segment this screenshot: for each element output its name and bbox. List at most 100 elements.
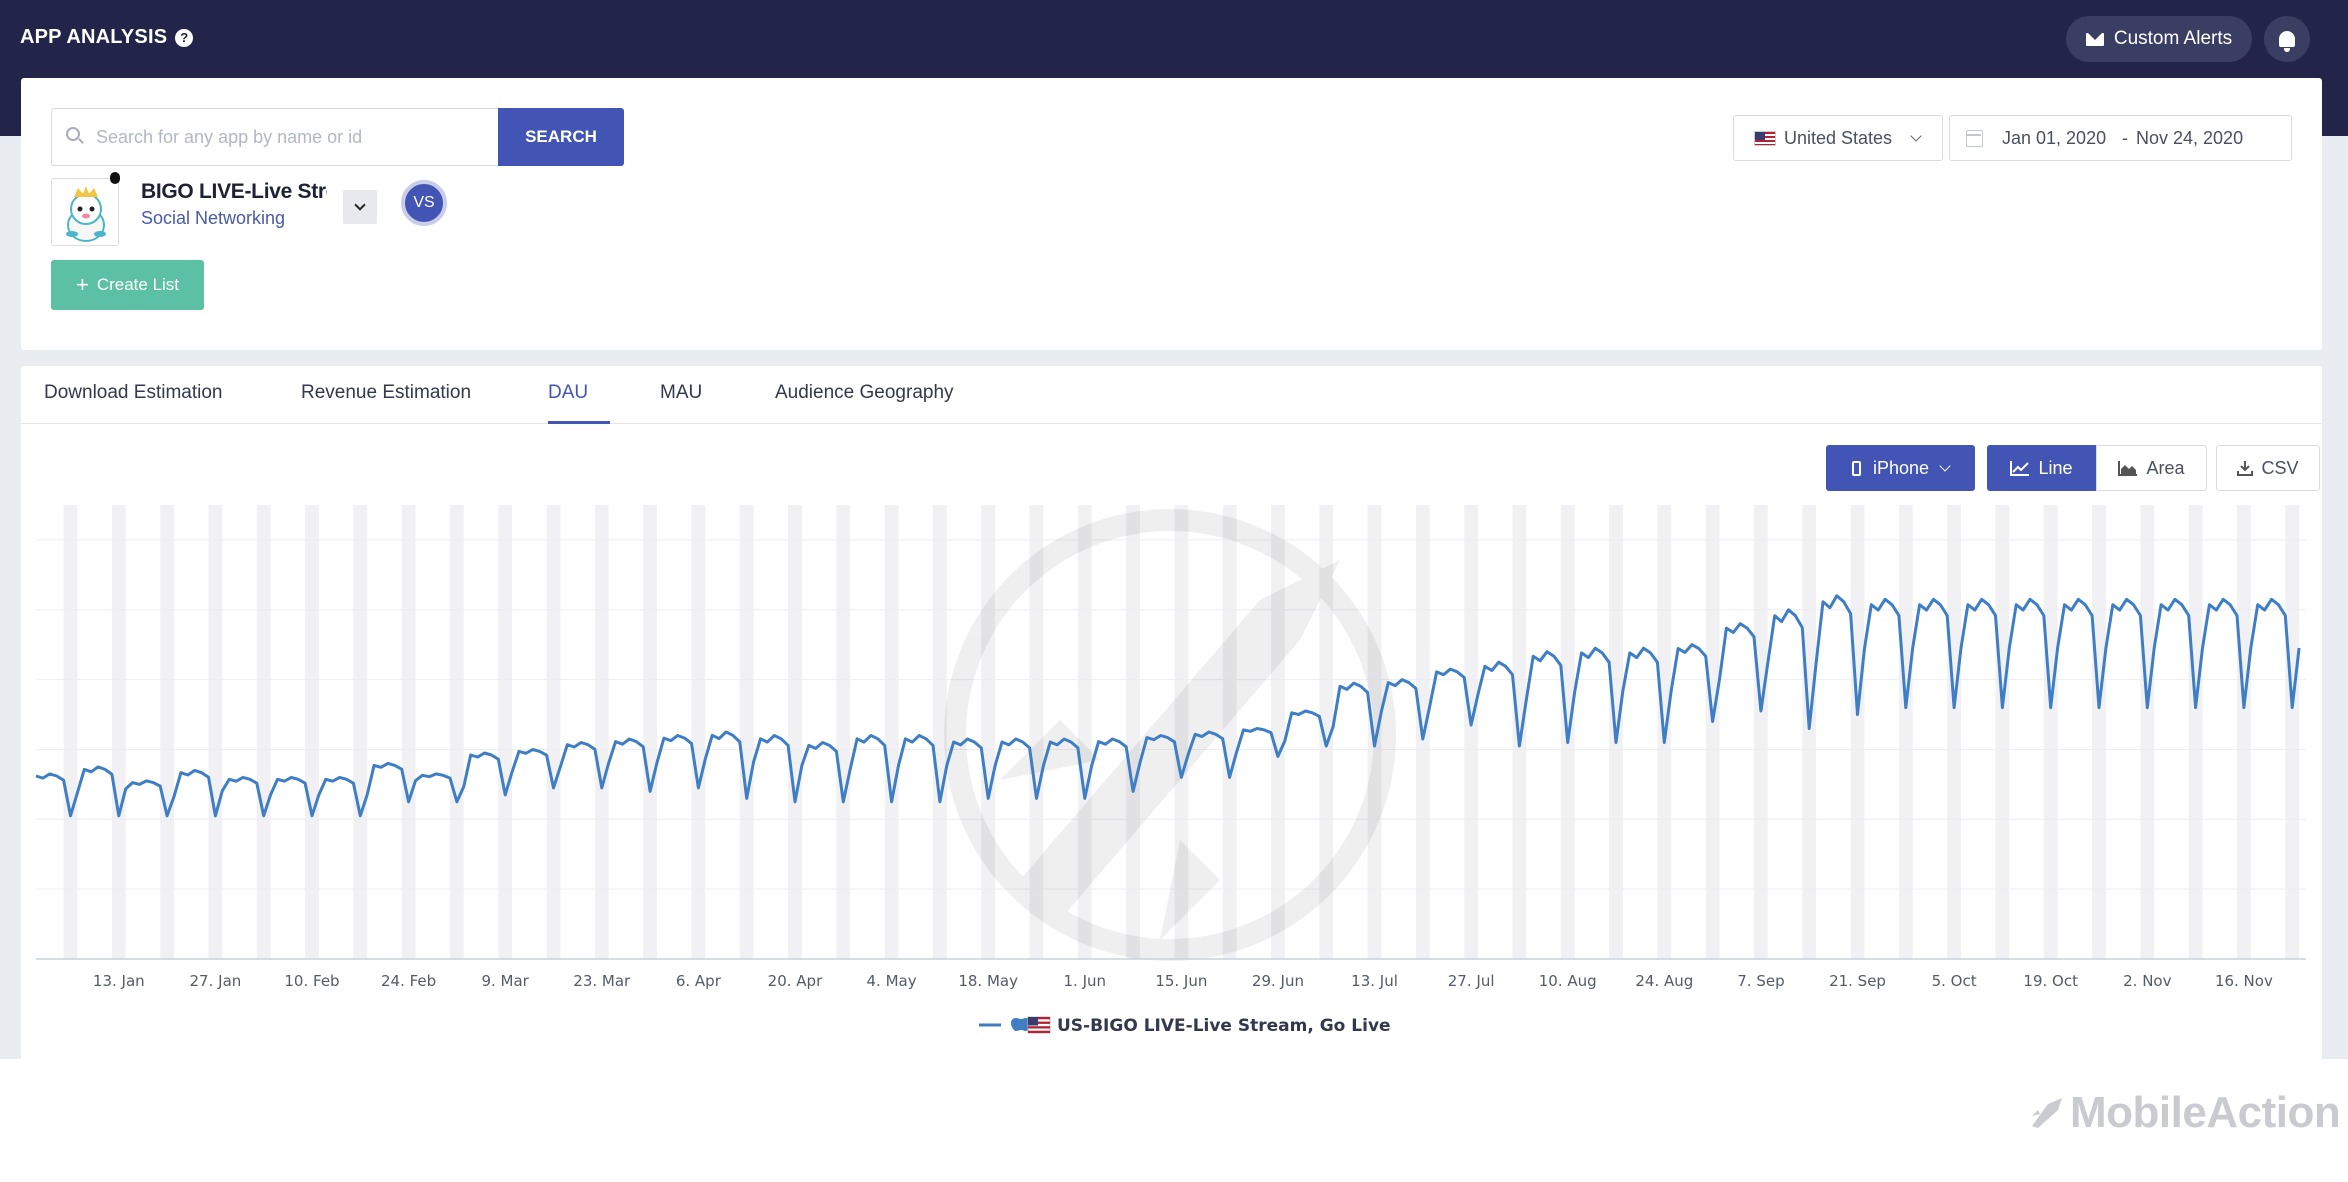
- weekend-band: [836, 505, 851, 959]
- tab-download-estimation[interactable]: Download Estimation: [44, 382, 223, 403]
- line-label: Line: [2038, 457, 2073, 478]
- weekend-band: [449, 505, 464, 959]
- x-tick-label: 19. Oct: [2023, 972, 2078, 990]
- plus-icon: +: [75, 272, 89, 297]
- weekend-band: [1367, 505, 1382, 959]
- brand-text: MobileAction: [2070, 1088, 2341, 1137]
- tab-dau[interactable]: DAU: [548, 382, 610, 424]
- date-end: Nov 24, 2020: [2136, 128, 2244, 148]
- weekend-band: [594, 505, 609, 959]
- app-selector-card: SEARCH BIGO LIVE-Live Stream, Go Live So…: [21, 78, 2322, 350]
- weekend-band: [1077, 505, 1092, 959]
- calendar-icon: [1966, 130, 1983, 147]
- x-tick-label: 7. Sep: [1737, 972, 1784, 990]
- custom-alerts-label: Custom Alerts: [2113, 28, 2233, 49]
- mobileaction-logo: MobileAction: [2028, 1088, 2341, 1138]
- weekend-band: [1319, 505, 1334, 959]
- chart-legend: US-BIGO LIVE-Live Stream, Go Live: [979, 1016, 1391, 1036]
- app-dropdown-button[interactable]: [343, 190, 377, 224]
- country-select[interactable]: United States: [1733, 115, 1943, 161]
- tab-revenue-estimation[interactable]: Revenue Estimation: [301, 382, 472, 403]
- legend-label: US-BIGO LIVE-Live Stream, Go Live: [1057, 1016, 1391, 1036]
- x-tick-label: 21. Sep: [1829, 972, 1886, 990]
- x-tick-label: 23. Mar: [573, 972, 631, 990]
- search-button[interactable]: SEARCH: [498, 108, 624, 166]
- watermark-logo: [944, 509, 1396, 961]
- notifications-button[interactable]: [2264, 16, 2310, 62]
- page-title-text: APP ANALYSIS: [20, 26, 168, 48]
- x-tick-label: 20. Apr: [768, 972, 823, 990]
- download-icon: [2237, 461, 2254, 476]
- x-tick-label: 6. Apr: [676, 972, 722, 990]
- weekend-band: [1850, 505, 1865, 959]
- weekend-band: [884, 505, 899, 959]
- custom-alerts-button[interactable]: Custom Alerts: [2066, 16, 2252, 62]
- x-tick-label: 13. Jul: [1351, 972, 1398, 990]
- weekend-bands: [63, 505, 2300, 959]
- weekend-band: [1898, 505, 1913, 959]
- apple-icon: [110, 172, 120, 184]
- apple-icon: [1011, 1018, 1031, 1031]
- x-tick-label: 18. May: [958, 972, 1018, 990]
- page-title: APP ANALYSIS ?: [20, 26, 194, 49]
- create-list-button[interactable]: + Create List: [51, 260, 204, 310]
- weekend-band: [1705, 505, 1720, 959]
- app-name: BIGO LIVE-Live Stream, Go Live: [141, 180, 327, 203]
- date-range-picker[interactable]: Jan 01, 2020 - Nov 24, 2020: [1949, 115, 2292, 161]
- weekend-band: [498, 505, 513, 959]
- phone-icon: [1851, 460, 1861, 476]
- x-tick-label: 15. Jun: [1155, 972, 1207, 990]
- weekend-band: [739, 505, 754, 959]
- x-tick-label: 16. Nov: [2215, 972, 2273, 990]
- line-chart-toggle[interactable]: Line: [1987, 445, 2096, 491]
- area-chart-icon: [2118, 461, 2138, 476]
- x-tick-label: 9. Mar: [481, 972, 529, 990]
- tab-audience-geography[interactable]: Audience Geography: [775, 382, 954, 403]
- csv-export-button[interactable]: CSV: [2216, 445, 2320, 491]
- weekend-band: [63, 505, 78, 959]
- date-start: Jan 01, 2020: [2002, 128, 2107, 148]
- question-circle-icon[interactable]: ?: [175, 28, 194, 47]
- weekend-band: [788, 505, 802, 959]
- weekend-band: [160, 505, 174, 959]
- weekend-band: [981, 505, 996, 959]
- weekend-band: [1947, 505, 1962, 959]
- x-tick-label: 24. Feb: [381, 972, 436, 990]
- weekend-band: [305, 505, 319, 959]
- weekend-band: [208, 505, 223, 959]
- weekend-band: [1464, 505, 1479, 959]
- weekend-band: [1222, 505, 1237, 959]
- x-tick-label: 10. Feb: [284, 972, 339, 990]
- rocket-icon: [2032, 1098, 2062, 1128]
- tab-mau[interactable]: MAU: [660, 382, 703, 403]
- weekend-band: [111, 505, 126, 959]
- app-category: Social Networking: [141, 208, 286, 228]
- weekend-band: [1174, 505, 1189, 959]
- envelope-icon: [2085, 32, 2104, 46]
- weekend-band: [1271, 505, 1285, 959]
- x-tick-label: 27. Jul: [1448, 972, 1495, 990]
- date-separator: -: [2122, 128, 2128, 148]
- weekend-band: [1029, 505, 1044, 959]
- weekend-band: [353, 505, 368, 959]
- x-tick-label: 1. Jun: [1063, 972, 1106, 990]
- x-tick-label: 10. Aug: [1539, 972, 1597, 990]
- search-input[interactable]: [96, 109, 496, 165]
- area-chart-toggle[interactable]: Area: [2096, 445, 2207, 491]
- series-line: [35, 594, 2301, 818]
- weekend-band: [256, 505, 271, 959]
- x-tick-label: 27. Jan: [190, 972, 242, 990]
- device-select[interactable]: iPhone: [1826, 445, 1975, 491]
- footer-area: [0, 1059, 2348, 1182]
- dau-chart: 13. Jan 27. Jan 10. Feb 24. Feb 9. Mar 23. Ma…: [35, 505, 2306, 1036]
- x-tick-label: 13. Jan: [93, 972, 145, 990]
- weekend-band: [932, 505, 947, 959]
- weekend-band: [2237, 505, 2251, 959]
- weekend-band: [2188, 505, 2203, 959]
- vs-compare-button[interactable]: VS: [401, 180, 447, 226]
- us-flag-icon: [1027, 1016, 1051, 1034]
- app-icon[interactable]: [51, 178, 119, 246]
- x-axis-ticks: 13. Jan 27. Jan 10. Feb 24. Feb 9. Mar 23. Ma…: [93, 972, 2273, 990]
- csv-label: CSV: [2261, 457, 2299, 478]
- weekend-band: [1126, 505, 1140, 959]
